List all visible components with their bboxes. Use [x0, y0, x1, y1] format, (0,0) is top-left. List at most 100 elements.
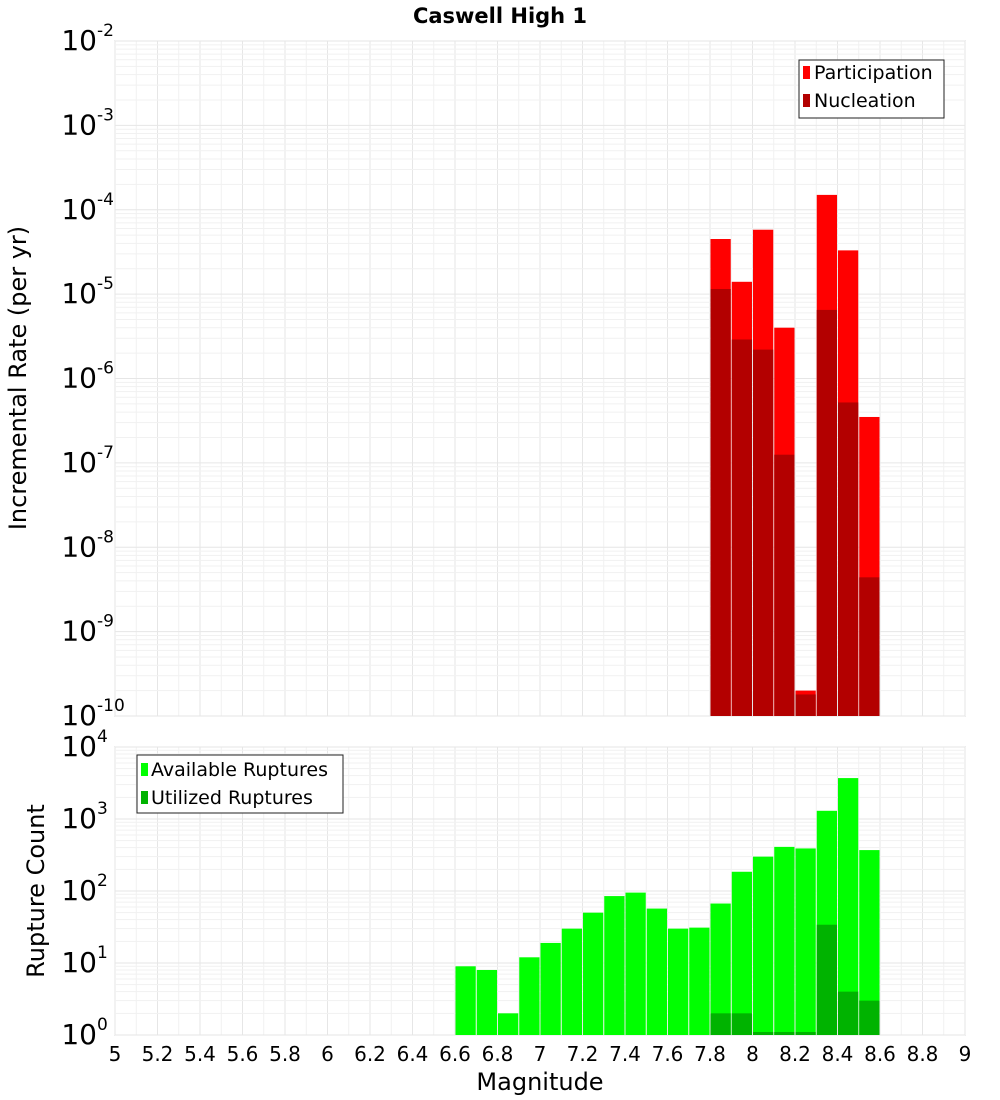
- 0-y-tick-exponent: -3: [97, 105, 114, 125]
- 1-bar-utilized-ruptures-1: [731, 1013, 752, 1035]
- 0-y-tick-exponent: -5: [97, 274, 114, 294]
- 1-y-tick-label: 10: [61, 1018, 97, 1051]
- 0-y-tick-exponent: -4: [97, 190, 114, 210]
- 1-x-tick-label: 5.6: [227, 1042, 259, 1066]
- 0-grid: [114, 40, 966, 717]
- 0-bars: [710, 194, 880, 717]
- 1-x-tick-label: 7: [534, 1042, 547, 1066]
- 1-x-tick-label: 7.4: [609, 1042, 641, 1066]
- 0-y-tick-label: 10: [61, 530, 97, 563]
- 1-bar-available-ruptures-18: [838, 778, 859, 1035]
- 1-bar-available-ruptures-9: [646, 908, 667, 1035]
- 1-bar-available-ruptures-5: [561, 928, 582, 1035]
- 1-y-tick-exponent: 0: [97, 1015, 108, 1035]
- 1-bar-available-ruptures-19: [859, 850, 880, 1035]
- 1-bar-available-ruptures-12: [710, 903, 731, 1035]
- 0-y-tick-label: 10: [61, 615, 97, 648]
- top-legend: Participation Nucleation: [798, 59, 945, 119]
- top-legend-swatch-participation: [803, 66, 810, 79]
- 1-x-tick-label: 8.4: [822, 1042, 854, 1066]
- 1-bar-available-ruptures-7: [604, 896, 625, 1035]
- 0-y-tick-label: 10: [61, 193, 97, 226]
- bottom-legend: Available Ruptures Utilized Ruptures: [136, 754, 344, 814]
- 1-x-tick-label: 5: [109, 1042, 122, 1066]
- bottom-legend-box: [136, 754, 344, 814]
- 1-bar-available-ruptures-4: [540, 942, 561, 1035]
- 1-bar-available-ruptures-13: [731, 871, 752, 1035]
- 1-bars: [455, 778, 880, 1035]
- top-legend-swatch-nucleation: [803, 94, 810, 107]
- 1-bar-available-ruptures-16: [795, 848, 816, 1035]
- chart-title: Caswell High 1: [413, 4, 587, 28]
- 1-x-tick-label: 5.4: [184, 1042, 216, 1066]
- 0-y-tick-exponent: -8: [97, 527, 114, 547]
- 0-bar-nucleation-3: [774, 454, 795, 716]
- 0-y-tick-label: 10: [61, 699, 97, 732]
- 1-x-tick-label: 6.2: [354, 1042, 386, 1066]
- 1-y-tick-exponent: 3: [97, 799, 108, 819]
- 1-x-tick-label: 7.2: [567, 1042, 599, 1066]
- 0-y-tick-label: 10: [61, 446, 97, 479]
- 1-y-tick-exponent: 2: [97, 871, 108, 891]
- 0-bar-nucleation-6: [838, 402, 859, 716]
- 1-bar-utilized-ruptures-0: [710, 1013, 731, 1035]
- top-legend-label-participation: Participation: [814, 62, 933, 84]
- bottom-legend-label-available: Available Ruptures: [151, 759, 328, 781]
- 1-y-tick-label: 10: [61, 730, 97, 763]
- 0-y-tick-label: 10: [61, 24, 97, 57]
- bottom-legend-swatch-available: [141, 763, 148, 776]
- 0-bar-nucleation-4: [795, 694, 816, 716]
- 1-bar-available-ruptures-3: [519, 957, 540, 1035]
- 0-y-tick-label: 10: [61, 277, 97, 310]
- top-legend-label-nucleation: Nucleation: [814, 90, 916, 112]
- 1-bar-available-ruptures-11: [689, 927, 710, 1035]
- 1-x-tick-labels: 5 5.2 5.4 5.6 5.8 6 6.2 6.4 6.6 6.8 7 7.2 7.4 7.6 7.8 8…: [109, 1042, 972, 1066]
- 0-y-tick-exponent: -2: [97, 21, 114, 41]
- 1-y-tick-exponent: 4: [97, 727, 108, 747]
- 1-y-tick-label: 10: [61, 946, 97, 979]
- 1-x-tick-label: 6.4: [397, 1042, 429, 1066]
- 1-bar-available-ruptures-1: [476, 969, 497, 1035]
- 1-x-tick-label: 9: [959, 1042, 972, 1066]
- bottom-y-axis-label: Rupture Count: [22, 804, 50, 978]
- 1-x-tick-label: 8.2: [779, 1042, 811, 1066]
- bottom-plot: 10 010 110 210 310 45 5.2 5.4 5.6 5.8 6 6.2 6.4 6.6 6.…: [61, 727, 971, 1066]
- 1-x-tick-label: 6.6: [439, 1042, 471, 1066]
- 1-x-tick-label: 7.8: [694, 1042, 726, 1066]
- 0-bar-nucleation-7: [859, 577, 880, 716]
- 1-bar-available-ruptures-2: [498, 1013, 519, 1035]
- 0-bar-nucleation-1: [731, 339, 752, 716]
- 1-bar-available-ruptures-15: [774, 846, 795, 1035]
- 1-bar-utilized-ruptures-2: [753, 1032, 774, 1035]
- 1-bar-available-ruptures-6: [583, 912, 604, 1035]
- 1-x-tick-label: 5.8: [269, 1042, 301, 1066]
- x-axis-label: Magnitude: [476, 1068, 603, 1096]
- 0-y-tick-exponent: -6: [97, 359, 114, 379]
- 1-x-tick-label: 6.8: [482, 1042, 514, 1066]
- 0-bar-nucleation-2: [753, 349, 774, 716]
- 1-y-tick-label: 10: [61, 874, 97, 907]
- 1-series-utilized-ruptures: [710, 924, 880, 1035]
- top-y-axis-label: Incremental Rate (per yr): [4, 226, 32, 530]
- 1-bar-available-ruptures-14: [753, 856, 774, 1035]
- 1-bar-utilized-ruptures-4: [795, 1032, 816, 1035]
- 0-y-tick-label: 10: [61, 362, 97, 395]
- 1-bar-available-ruptures-10: [668, 928, 689, 1035]
- top-legend-box: [798, 59, 945, 119]
- 1-bar-available-ruptures-8: [625, 892, 646, 1035]
- 1-bar-utilized-ruptures-6: [838, 991, 859, 1035]
- 0-y-tick-exponent: -9: [97, 612, 114, 632]
- 0-y-tick-exponent: -10: [97, 696, 125, 716]
- 1-x-tick-label: 8: [746, 1042, 759, 1066]
- 1-x-tick-label: 8.6: [864, 1042, 896, 1066]
- 1-series-available-ruptures: [455, 778, 880, 1035]
- 1-y-tick-label: 10: [61, 802, 97, 835]
- 0-bar-nucleation-5: [816, 309, 837, 716]
- 1-y-tick-exponent: 1: [97, 943, 108, 963]
- 1-x-tick-label: 6: [321, 1042, 334, 1066]
